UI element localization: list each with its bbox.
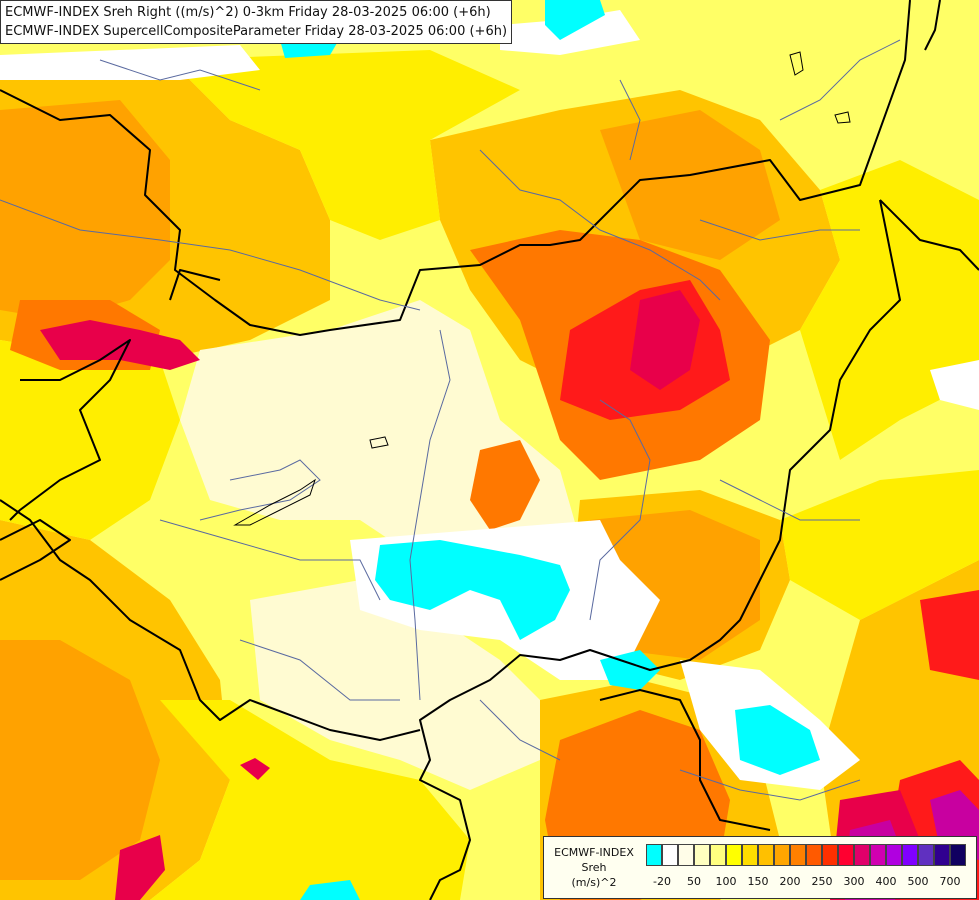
legend-swatch	[838, 844, 854, 866]
legend-swatch	[886, 844, 902, 866]
legend-label-line-2: Sreh	[581, 861, 607, 874]
legend-tick-label: 300	[843, 875, 865, 888]
legend-swatch	[726, 844, 742, 866]
legend-swatch	[854, 844, 870, 866]
title-line-2: ECMWF-INDEX SupercellCompositeParameter …	[5, 24, 508, 39]
legend-swatch	[662, 844, 678, 866]
legend-swatch	[710, 844, 726, 866]
legend-tick-label: 400	[875, 875, 897, 888]
legend-tick-label: 250	[811, 875, 833, 888]
legend-swatch	[870, 844, 886, 866]
lakes	[233, 51, 851, 526]
legend-swatches	[646, 844, 966, 866]
legend-swatch	[790, 844, 806, 866]
field-layer-cyan	[280, 0, 820, 900]
legend-tick-label: 150	[747, 875, 769, 888]
legend-tick-label: 50	[687, 875, 701, 888]
rivers	[0, 39, 901, 801]
legend-tick-label: -20	[653, 875, 671, 888]
legend-swatch	[694, 844, 710, 866]
legend-swatch	[774, 844, 790, 866]
title-line-1: ECMWF-INDEX Sreh Right ((m/s)^2) 0-3km F…	[5, 5, 491, 20]
legend-swatch	[758, 844, 774, 866]
legend-swatch	[902, 844, 918, 866]
legend-swatch	[646, 844, 662, 866]
legend-swatch	[950, 844, 966, 866]
legend-label: ECMWF-INDEX Sreh (m/s)^2	[548, 845, 640, 890]
map-title: ECMWF-INDEX Sreh Right ((m/s)^2) 0-3km F…	[0, 0, 513, 44]
legend-label-line-1: ECMWF-INDEX	[554, 846, 634, 859]
legend-swatch	[806, 844, 822, 866]
color-legend: ECMWF-INDEX Sreh (m/s)^2 -20 50 100 150 200 2…	[543, 836, 977, 899]
legend-label-line-3: (m/s)^2	[571, 876, 617, 889]
legend-swatch	[742, 844, 758, 866]
legend-ticks: -20 50 100 150 200 250 300 400 500 700	[644, 875, 974, 891]
legend-tick-label: 500	[907, 875, 929, 888]
legend-swatch	[918, 844, 934, 866]
legend-tick-label: 100	[715, 875, 737, 888]
legend-swatch	[678, 844, 694, 866]
legend-swatch	[934, 844, 950, 866]
legend-swatch	[822, 844, 838, 866]
legend-tick-label: 200	[779, 875, 801, 888]
legend-tick-label: 700	[939, 875, 961, 888]
